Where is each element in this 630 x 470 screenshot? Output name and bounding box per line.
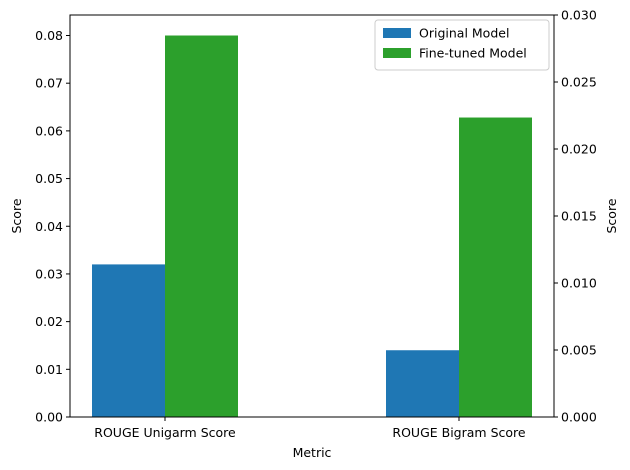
right-tick-label: 0.000: [561, 410, 597, 425]
x-axis: ROUGE Unigarm Score ROUGE Bigram Score: [94, 417, 526, 440]
x-tick-label: ROUGE Bigram Score: [392, 425, 525, 440]
left-tick-label: 0.03: [35, 266, 63, 281]
right-tick-label: 0.030: [561, 8, 597, 23]
legend-label: Fine-tuned Model: [419, 46, 527, 61]
right-tick-label: 0.020: [561, 142, 597, 157]
bar-fine-tuned-model-0: [165, 35, 238, 417]
left-tick-label: 0.06: [35, 123, 63, 138]
bar-original-model-0: [92, 264, 165, 417]
legend-label: Original Model: [419, 26, 509, 41]
left-tick-label: 0.08: [35, 28, 63, 43]
left-tick-label: 0.07: [35, 76, 63, 91]
left-tick-label: 0.00: [35, 410, 63, 425]
left-tick-label: 0.01: [35, 362, 63, 377]
left-tick-label: 0.02: [35, 314, 63, 329]
legend-swatch: [383, 28, 411, 38]
left-y-axis: 0.00 0.01 0.02 0.03 0.04 0.05 0.06 0.07 0.08: [35, 28, 70, 425]
legend-swatch: [383, 48, 411, 58]
right-tick-label: 0.010: [561, 276, 597, 291]
right-tick-label: 0.015: [561, 209, 597, 224]
x-axis-label: Metric: [293, 445, 332, 460]
legend-box: [374, 19, 550, 71]
bar-original-model-1: [386, 350, 459, 417]
right-tick-label: 0.025: [561, 75, 597, 90]
right-y-axis: 0.000 0.005 0.010 0.015 0.020 0.025 0.030: [554, 8, 597, 425]
x-tick-label: ROUGE Unigarm Score: [94, 425, 236, 440]
left-tick-label: 0.04: [35, 219, 63, 234]
bar-fine-tuned-model-1: [459, 117, 532, 418]
plot-frame: [69, 14, 555, 418]
y-axis-label: Score: [9, 198, 24, 233]
bars-group: [92, 35, 532, 418]
left-tick-label: 0.05: [35, 171, 63, 186]
legend: Original Model Fine-tuned Model: [374, 19, 550, 71]
right-tick-label: 0.005: [561, 343, 597, 358]
y-axis-label-right: Score: [604, 198, 619, 233]
